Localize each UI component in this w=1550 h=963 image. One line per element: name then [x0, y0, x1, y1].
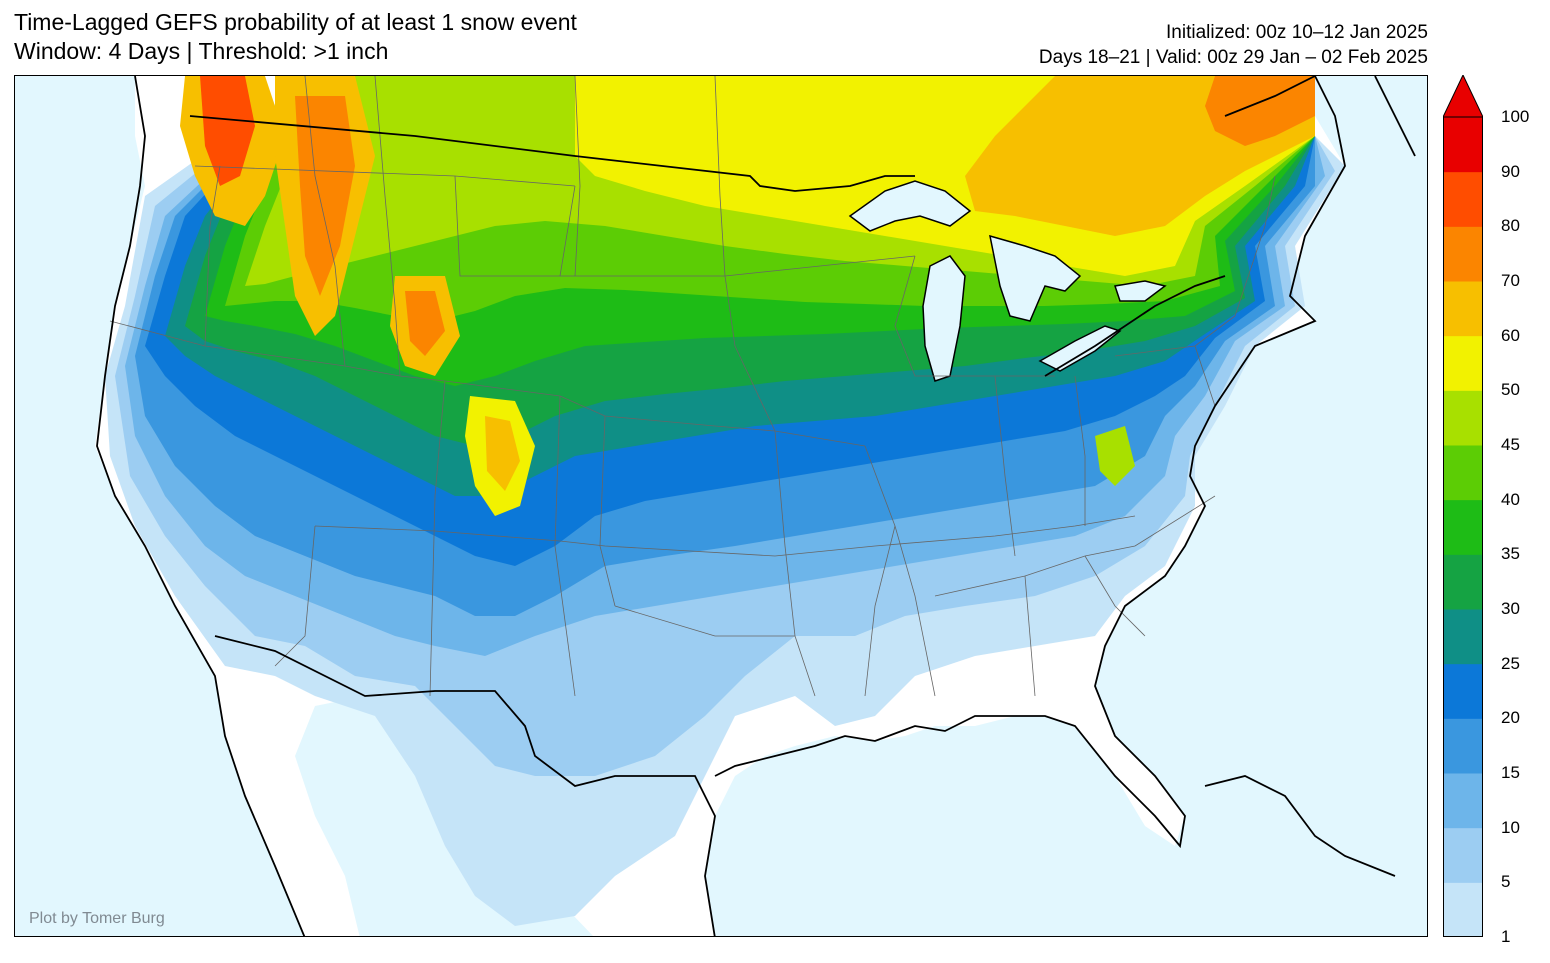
colorbar-band — [1443, 335, 1483, 391]
colorbar-tick-label: 100 — [1501, 107, 1530, 126]
colorbar-band — [1443, 773, 1483, 829]
colorbar-tick-label: 50 — [1501, 380, 1520, 400]
lake-ontario — [1114, 280, 1167, 302]
colorbar-tick-label: 10 — [1501, 817, 1520, 837]
colorbar-tick-label: 15 — [1501, 763, 1520, 782]
coastlines — [96, 76, 1416, 936]
colorbar-tick-label: 35 — [1501, 544, 1520, 564]
colorbar-band — [1443, 171, 1483, 227]
colorbar-band — [1443, 882, 1483, 937]
colorbar-tick-label: 80 — [1501, 216, 1520, 236]
run-info-block: Initialized: 00z 10–12 Jan 2025 Days 18–… — [1039, 20, 1428, 70]
colorbar-band — [1443, 499, 1483, 555]
colorbar-tick-label: 25 — [1501, 653, 1520, 673]
map-panel: Plot by Tomer Burg — [14, 75, 1428, 937]
probability-shading — [105, 76, 1345, 926]
colorbar-band — [1443, 281, 1483, 337]
title-line-1: Time-Lagged GEFS probability of at least… — [14, 9, 577, 35]
colorbar-tick-label: 45 — [1501, 435, 1520, 454]
colorbar-tick-label: 60 — [1501, 325, 1520, 345]
colorbar-band — [1443, 226, 1483, 282]
colorbar-extend-arrow — [1443, 75, 1483, 118]
colorbar-band — [1443, 609, 1483, 665]
hotspot-northern-rockies-core — [295, 96, 355, 296]
valid-text: Days 18–21 | Valid: 00z 29 Jan – 02 Feb … — [1038, 47, 1428, 68]
lake-erie — [1038, 325, 1122, 372]
lake-huron — [989, 234, 1082, 322]
colorbar — [1443, 75, 1483, 937]
colorbar-band — [1443, 554, 1483, 610]
hotspot-appalachians — [1095, 426, 1135, 486]
colorbar-band — [1443, 445, 1483, 501]
colorbar-band — [1443, 390, 1483, 446]
plot-credit: Plot by Tomer Burg — [29, 910, 165, 927]
colorbar-band — [1443, 827, 1483, 883]
colorbar-band — [1443, 117, 1483, 173]
hotspot-cascades-core — [200, 76, 255, 186]
state-borders — [109, 76, 1276, 697]
colorbar-band — [1443, 718, 1483, 774]
hotspot-colorado-core — [485, 416, 520, 491]
colorbar-band — [1443, 663, 1483, 719]
lake-superior — [848, 180, 972, 232]
initialized-text: Initialized: 00z 10–12 Jan 2025 — [1166, 22, 1428, 43]
prob-layer-70 — [1205, 76, 1315, 146]
snow-probability-map — [95, 76, 1416, 936]
colorbar-tick-label: 20 — [1501, 708, 1520, 728]
colorbar-tick-label: 70 — [1501, 271, 1520, 290]
title-block: Time-Lagged GEFS probability of at least… — [14, 8, 577, 66]
title-line-2: Window: 4 Days | Threshold: >1 inch — [14, 38, 389, 64]
colorbar-tick-label: 90 — [1501, 161, 1520, 181]
hotspot-wyoming-core — [405, 291, 445, 356]
colorbar-tick-label: 1 — [1501, 927, 1511, 946]
colorbar-tick-label: 40 — [1501, 489, 1520, 509]
colorbar-tick-label: 30 — [1501, 599, 1520, 618]
colorbar-tick-label: 5 — [1501, 872, 1511, 892]
